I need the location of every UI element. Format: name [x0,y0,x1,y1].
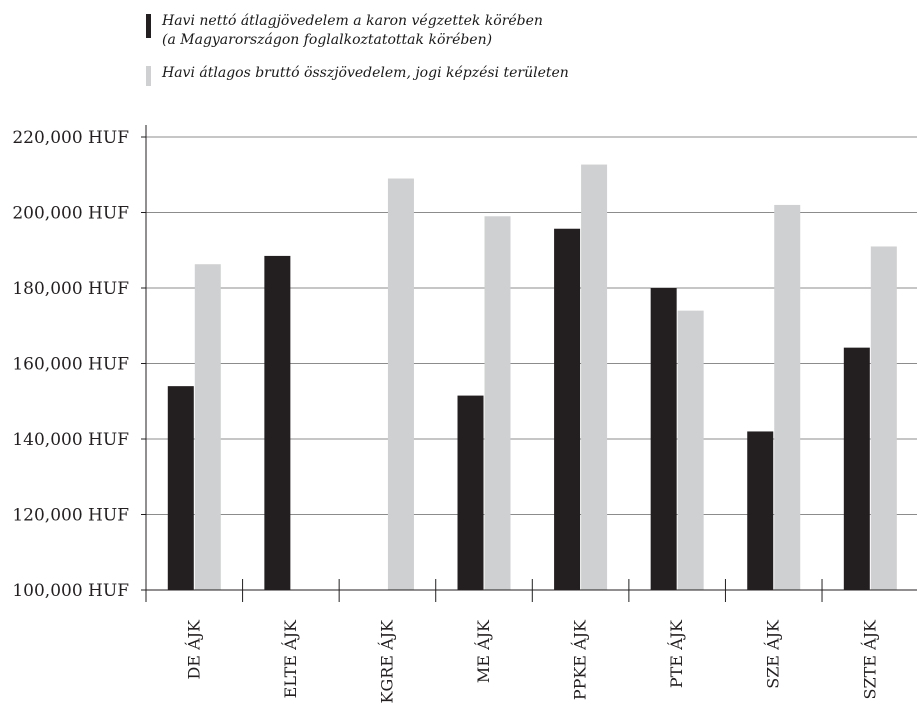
legend-swatch-light [146,66,151,86]
legend-label-net-line1: Havi nettó átlagjövedelem a karon végzet… [162,13,543,29]
bar [457,395,484,590]
x-tick-label: DE ÁJK [183,619,203,680]
legend-item-gross-income: Havi átlagos bruttó összjövedelem, jogi … [146,64,569,86]
x-tick-label: SZE ÁJK [763,619,783,689]
y-tick-label: 220,000 HUF [12,128,129,148]
bar [581,164,608,590]
bar [747,431,774,590]
bar [194,264,221,590]
bar [484,216,511,590]
x-tick-label: ELTE ÁJK [280,619,300,698]
x-tick-label: ME ÁJK [473,619,493,683]
y-tick-label: 100,000 HUF [12,581,129,601]
legend-label-gross: Havi átlagos bruttó összjövedelem, jogi … [162,65,569,81]
y-tick-label: 180,000 HUF [12,279,129,299]
legend: Havi nettó átlagjövedelem a karon végzet… [146,12,569,86]
legend-item-net-income: Havi nettó átlagjövedelem a karon végzet… [146,12,569,50]
bar [870,246,897,590]
legend-swatch-dark [146,14,151,38]
y-tick-label: 200,000 HUF [12,204,129,224]
bar [264,255,291,590]
bar [677,310,704,590]
x-tick-label: KGRE ÁJK [376,619,396,704]
bar [387,178,414,590]
x-tick-label: PPKE ÁJK [570,619,590,700]
bar [774,204,801,590]
bar [167,386,194,590]
legend-label-net-line2: (a Magyarországon foglalkoztatottak köré… [162,32,493,48]
bar [554,228,581,591]
bar [650,288,677,590]
y-tick-label: 120,000 HUF [12,506,129,526]
x-tick-label: PTE ÁJK [666,619,686,688]
y-tick-label: 160,000 HUF [12,355,129,375]
bar [843,347,870,590]
x-tick-label: SZTE ÁJK [859,619,879,699]
y-tick-label: 140,000 HUF [12,430,129,450]
